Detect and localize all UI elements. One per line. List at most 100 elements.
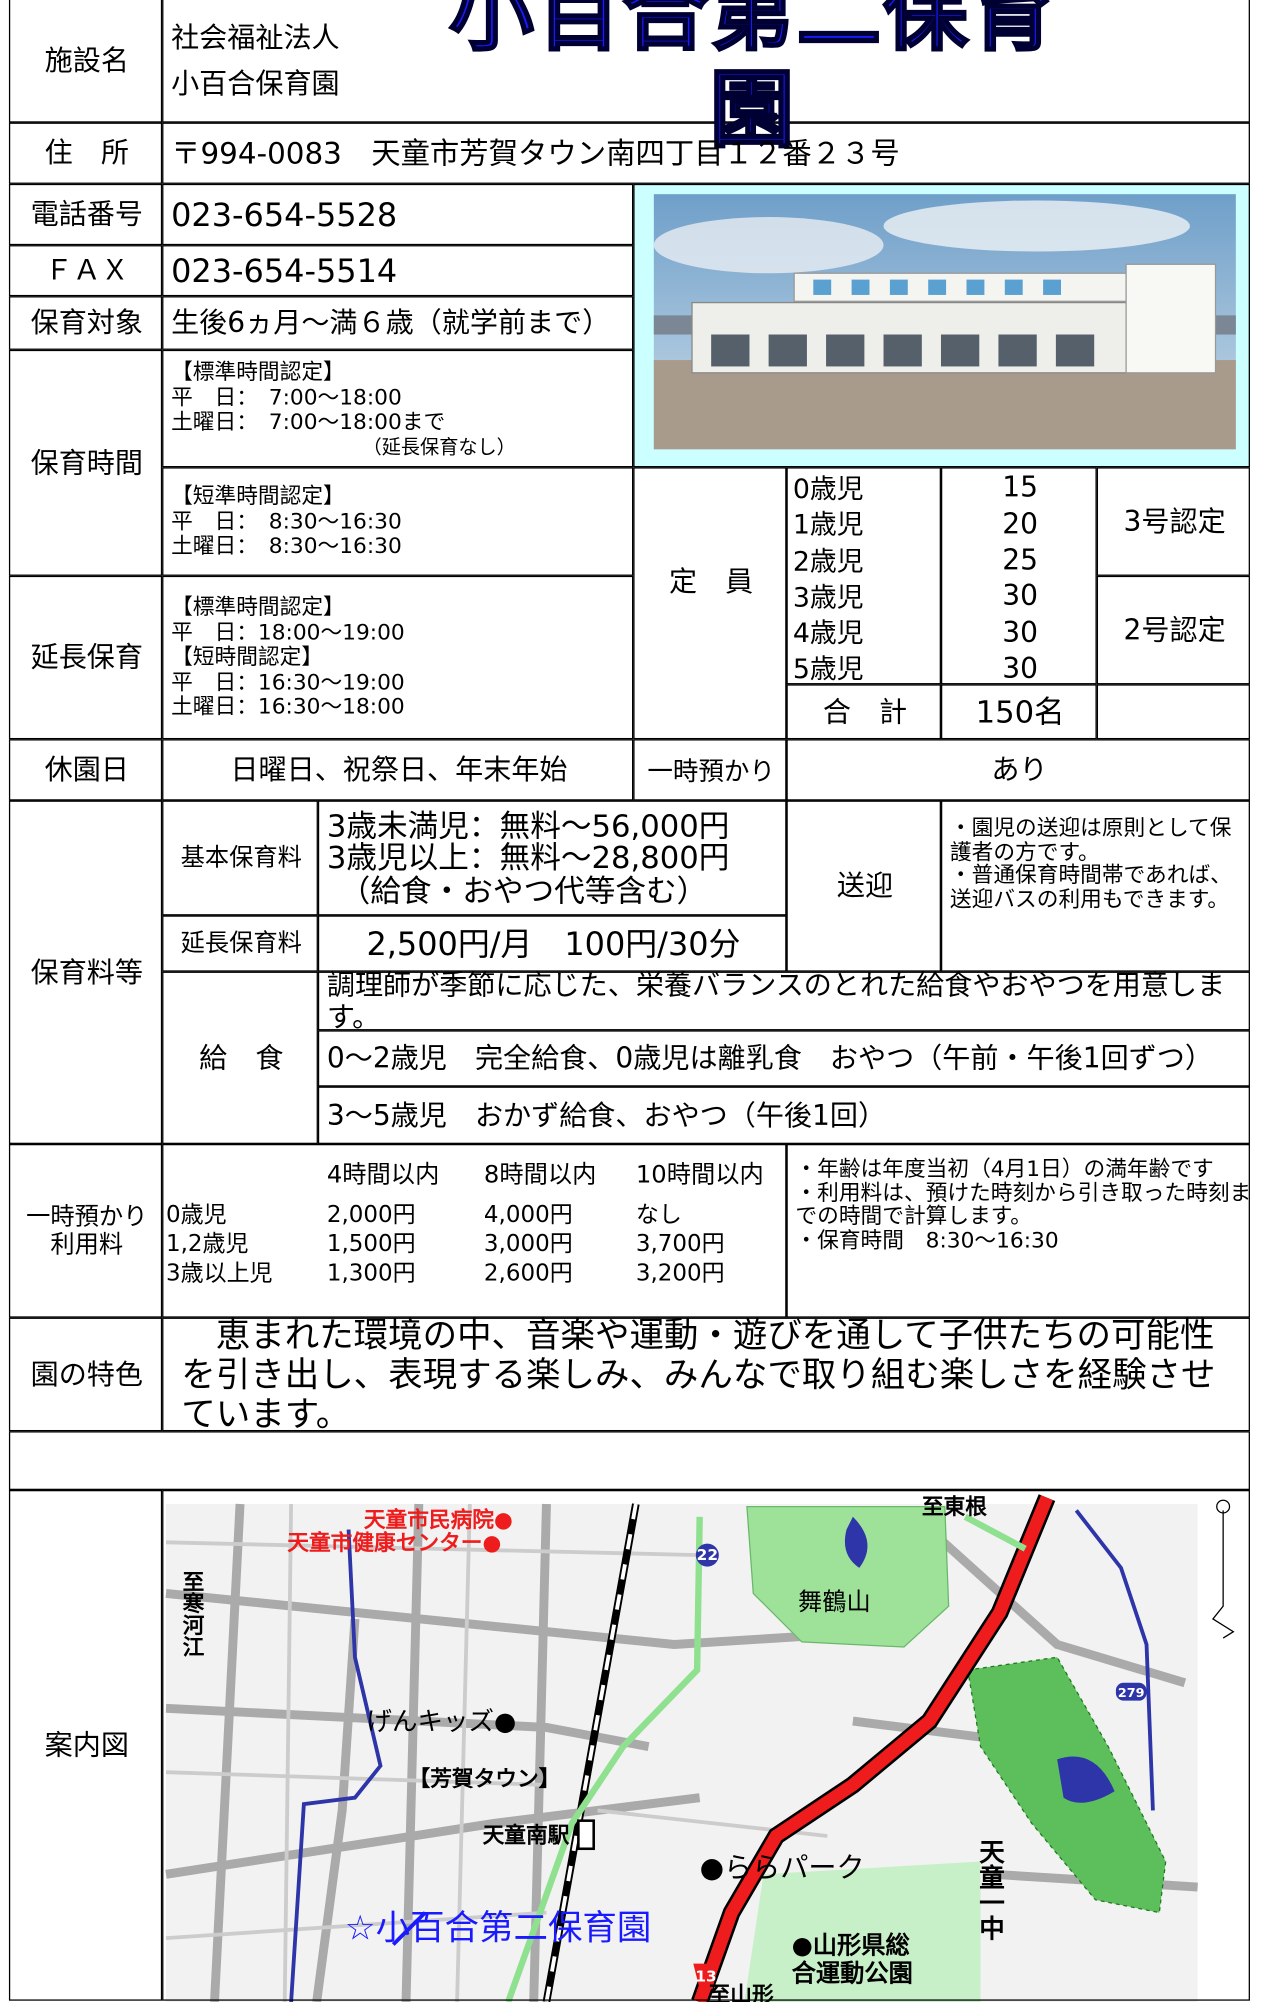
table-cell [1097,576,1251,685]
text-line: （給食・おやつ代等含む） [339,872,708,909]
text-line: 【標準時間認定】 [171,360,345,386]
text-block: ・年齢は年度当初（4月1日）の満年齢です ・利用料は、預けた時刻から引き取った時刻… [788,1145,1251,1319]
cell-text: 日曜日、祝祭日、年末年始 [230,755,568,787]
text-line: ・年齢は年度当初（4月1日）の満年齢です [795,1156,1214,1183]
table-cell [9,122,163,185]
table-cell [318,971,1251,1031]
access-map: 22 279 13 至東根 天童市民病院● 天童市健康センター● 至寒河江 【芳… [165,1494,1235,2002]
cell-text: 延長保育 [30,642,143,675]
cell-text: 〒994-0083 天童市芳賀タウン南四丁目１２番２３号 [171,137,900,171]
text-line: 土曜日： 7:00～18:00まで [171,410,446,436]
cell-text: 3歳以上児 [165,1260,273,1288]
cell-text: 0歳児 [165,1201,227,1229]
text-block: 【短準時間認定】平 日： 8:30～16:30 土曜日： 8:30～16:30 [163,469,634,578]
table-cell [162,0,1251,123]
text-line: 【短準時間認定】 [171,484,345,510]
cell-text: 定 員 [669,567,754,600]
table-cell [9,739,163,801]
cell-text: 一時預かり [647,755,775,786]
cell-text: 恵まれた環境の中、音楽や運動・遊びを通して子供たちの可能性を引き出し、表現する楽… [181,1316,1216,1436]
cell-text: 4歳児 [792,618,864,649]
route-label: 279 [1118,1686,1145,1701]
cell-text: 30 [1002,653,1039,686]
table-cell [162,184,634,246]
text-line: 利用料 [50,1230,124,1259]
text-line: 【標準時間認定】 [171,595,345,621]
text-line: 土曜日： 8:30～16:30 [171,534,402,560]
text-line: ・保育時間 8:30～16:30 [795,1228,1059,1254]
table-cell [9,0,163,123]
cell-text: 保育時間 [30,447,143,480]
map-label: 天童南駅 [483,1822,570,1848]
cell-text: 1,300円 [326,1260,416,1288]
cell-text: 2号認定 [1123,615,1226,648]
map-label: ☆小百合第二保育園 [345,1908,652,1948]
text-block: 一時預かり 利用料 [10,1145,163,1319]
cell-text: 0～2歳児 完全給食、0歳児は離乳食 おやつ（午前・午後1回ずつ） [326,1043,1213,1076]
cell-text: 生後6ヵ月～満６歳（就学前まで） [171,308,611,341]
cell-text: 案内図 [44,1730,129,1763]
table-cell [786,800,942,972]
table-cell [941,467,1098,685]
cell-text: 8時間以内 [483,1160,597,1189]
table-cell [941,800,1251,972]
table-cell [162,800,319,916]
table-cell [941,684,1098,740]
cell-text: 10時間以内 [635,1160,764,1189]
table-cell [318,1030,1251,1087]
cell-text: 023-654-5528 [171,196,398,234]
text-block: 【標準時間認定】平 日： 7:00～18:00 土曜日： 7:00～18:00まで… [163,351,634,468]
text-block: ・園児の送迎は原則として保護者の方です。 ・普通保育時間帯であれば、送迎バスの利用… [942,802,1251,973]
cell-text: 施設名 [44,45,129,78]
cell-text: 150名 [975,694,1065,730]
table-cell [162,467,634,577]
cell-text: 保育料等 [30,957,143,990]
text-line: 【短時間認定】 [171,645,324,671]
cell-text: 休園日 [44,755,129,787]
table-cell [9,1144,163,1318]
cell-text: 2,500円/月 100円/30分 [366,925,741,963]
text-line: 小百合保育園 [171,68,340,101]
cell-text: 送迎 [836,871,894,904]
table-cell [318,915,787,972]
table-cell [318,800,787,916]
cell-text: 5歳児 [792,654,864,685]
table-cell [786,467,942,685]
cell-text: 30 [1002,617,1039,650]
table-cell [162,296,634,351]
table-cell [9,1317,163,1432]
cell-text: 給 食 [199,1042,284,1075]
table-cell [162,576,634,740]
table-cell [633,467,787,740]
cell-text: 合 計 [822,696,908,729]
table-cell [9,350,163,577]
map-label: げんキッズ● [366,1707,516,1737]
cell-text: 20 [1002,508,1039,541]
map-label: 天童一中 [974,1839,1004,1941]
cell-text: 園の特色 [30,1359,143,1392]
table-cell [786,1144,1251,1318]
table-cell [1097,467,1251,577]
map-label: 天童市健康センター● [287,1530,501,1556]
map-label: 合運動公園 [792,1959,913,1988]
cell-text: 1,500円 [326,1231,416,1258]
table-cell [9,1490,163,2002]
text-line: 平 日：16:30～19:00 [171,670,405,696]
cell-text: 4,000円 [483,1201,573,1229]
table-cell [9,245,163,297]
route-label: 22 [697,1546,718,1564]
cell-text: 3号認定 [1123,506,1226,539]
cell-text: 3～5歳児 おかず給食、おやつ（午後1回） [326,1100,887,1133]
cell-text: 023-654-5514 [171,252,398,290]
table-cell [1097,684,1251,740]
cell-text: 3歳児 [792,581,864,613]
text-block: 3歳未満児：無料～56,000円 3歳児以上：無料～28,800円 （給食・おやつ代… [319,802,788,917]
map-label: 至寒河江 [179,1570,204,1657]
text-line: 一時預かり [26,1202,148,1232]
cell-text: 15 [1002,472,1039,505]
cell-text: 3,000円 [483,1231,573,1258]
cell-text: 1,2歳児 [165,1231,249,1258]
text-line: 3歳児以上：無料～28,800円 [326,840,730,877]
